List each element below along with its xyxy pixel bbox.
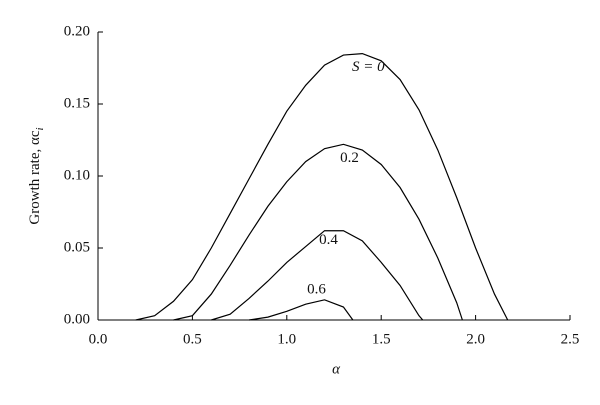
y-tick-label: 0.15 (64, 95, 90, 111)
series-label: 0.6 (307, 281, 326, 297)
x-tick-label: 2.5 (561, 331, 580, 347)
y-axis-label-sub: i (34, 127, 46, 130)
y-tick-label: 0.00 (64, 311, 90, 327)
x-tick-label: 0.0 (89, 331, 108, 347)
x-tick-label: 2.0 (466, 331, 485, 347)
series-label: 0.4 (319, 232, 338, 248)
series-line (211, 230, 424, 321)
series-label: S = 0 (352, 59, 385, 75)
y-axis-label: Growth rate, αci (27, 127, 45, 224)
y-tick-label: 0.05 (64, 239, 90, 255)
y-tick-label: 0.10 (64, 167, 90, 183)
series-label: 0.2 (340, 150, 359, 166)
y-axis-label-main: Growth rate, αc (27, 130, 43, 224)
series-line (248, 299, 354, 321)
y-tick-label: 0.20 (64, 23, 90, 39)
x-tick-label: 1.5 (372, 331, 391, 347)
series-line (135, 52, 509, 321)
x-axis-label: α (332, 361, 341, 377)
series-line (173, 143, 463, 321)
x-tick-label: 0.5 (183, 331, 202, 347)
x-tick-label: 1.0 (277, 331, 296, 347)
